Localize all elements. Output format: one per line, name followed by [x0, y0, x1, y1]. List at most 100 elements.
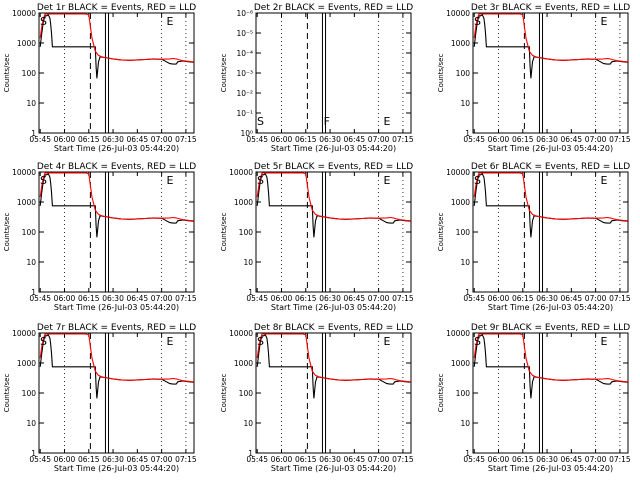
y-axis-label: Counts/sec	[3, 54, 11, 93]
x-tick-label: 05:45	[29, 135, 51, 144]
y-tick-label: 10	[26, 258, 36, 267]
x-tick-label: 07:15	[392, 294, 414, 303]
y-tick-label: 10⁰	[240, 129, 253, 138]
annotation-s: S	[40, 335, 47, 348]
annotation-s: S	[257, 174, 264, 187]
plot-frame	[255, 171, 412, 293]
y-tick-label: 10000	[12, 329, 36, 338]
series-lld-line	[473, 13, 629, 63]
y-tick-label: 1000	[451, 359, 470, 368]
x-tick-label: 07:15	[609, 135, 631, 144]
x-tick-label: 05:45	[463, 294, 485, 303]
x-tick-label: 06:00	[271, 294, 293, 303]
x-tick-label: 06:30	[102, 135, 124, 144]
x-tick-label: 05:45	[246, 135, 268, 144]
y-tick-label: 1	[31, 129, 36, 138]
x-tick-label: 07:15	[392, 135, 414, 144]
x-axis-label: Start Time (26-Jul-03 05:44:20)	[271, 144, 396, 153]
x-axis-label: Start Time (26-Jul-03 05:44:20)	[488, 303, 613, 312]
y-tick-label: 1	[31, 449, 36, 458]
panel-title: Det 9r BLACK = Events, RED = LLD	[471, 323, 630, 333]
y-tick-label: 10	[460, 258, 470, 267]
panel-title: Det 8r BLACK = Events, RED = LLD	[254, 323, 413, 333]
y-tick-label: 100	[239, 228, 254, 237]
y-tick-label: 10	[243, 419, 253, 428]
x-tick-label: 06:00	[54, 294, 76, 303]
y-tick-label: 100	[456, 228, 471, 237]
panel-title: Det 6r BLACK = Events, RED = LLD	[471, 162, 630, 172]
y-tick-label: 100	[22, 389, 37, 398]
x-tick-label: 07:00	[151, 294, 173, 303]
y-tick-label: 1	[465, 288, 470, 297]
annotation-e: E	[166, 174, 173, 187]
x-tick-label: 06:45	[344, 294, 366, 303]
x-tick-label: 06:45	[561, 455, 583, 464]
x-tick-label: 06:15	[512, 135, 534, 144]
y-tick-label: 10000	[446, 9, 470, 18]
x-tick-label: 07:00	[151, 135, 173, 144]
x-tick-label: 06:00	[271, 135, 293, 144]
y-tick-label: 10⁻⁴	[236, 49, 253, 58]
series-lld-line	[256, 333, 412, 383]
annotation-e: E	[166, 15, 173, 28]
plot-frame	[38, 171, 195, 293]
x-tick-label: 06:45	[127, 455, 149, 464]
x-tick-label: 06:45	[127, 135, 149, 144]
annotation-s: S	[474, 174, 481, 187]
annotation-e: E	[600, 335, 607, 348]
y-tick-label: 100	[456, 69, 471, 78]
y-tick-label: 10000	[12, 168, 36, 177]
x-tick-label: 07:15	[175, 135, 197, 144]
plot-frame	[255, 332, 412, 454]
y-tick-label: 10⁻⁵	[236, 29, 253, 38]
y-tick-label: 10	[460, 419, 470, 428]
y-tick-label: 1	[31, 288, 36, 297]
y-axis-label: Counts/sec	[437, 54, 445, 93]
y-tick-label: 1	[248, 288, 253, 297]
annotation-s: S	[474, 15, 481, 28]
y-tick-label: 10	[243, 258, 253, 267]
plot-frame	[472, 171, 629, 293]
x-tick-label: 06:15	[295, 135, 317, 144]
x-tick-label: 06:30	[536, 294, 558, 303]
y-axis-label: Counts/sec	[3, 213, 11, 252]
series-lld-line	[473, 172, 629, 222]
y-tick-label: 100	[239, 389, 254, 398]
panel-title: Det 5r BLACK = Events, RED = LLD	[254, 162, 413, 172]
x-tick-label: 07:15	[392, 455, 414, 464]
series-lld-line	[39, 13, 195, 63]
series-lld-line	[473, 333, 629, 383]
x-tick-label: 07:00	[585, 294, 607, 303]
y-tick-label: 10⁻³	[236, 69, 253, 78]
x-tick-label: 06:00	[54, 455, 76, 464]
panel-title: Det 1r BLACK = Events, RED = LLD	[37, 3, 196, 13]
x-axis-label: Start Time (26-Jul-03 05:44:20)	[54, 144, 179, 153]
x-tick-label: 06:15	[512, 455, 534, 464]
annotation-e: E	[383, 115, 390, 128]
y-tick-label: 1000	[17, 198, 36, 207]
y-tick-label: 100	[22, 228, 37, 237]
x-axis-label: Start Time (26-Jul-03 05:44:20)	[271, 303, 396, 312]
x-tick-label: 07:15	[609, 455, 631, 464]
y-tick-label: 10⁻⁶	[236, 9, 253, 18]
x-tick-label: 05:45	[246, 455, 268, 464]
x-tick-label: 06:00	[488, 455, 510, 464]
y-tick-label: 10000	[229, 168, 253, 177]
y-tick-label: 1000	[234, 359, 253, 368]
x-tick-label: 07:00	[585, 455, 607, 464]
y-tick-label: 10000	[229, 329, 253, 338]
y-axis-label: Counts/sec	[3, 374, 11, 413]
annotation-s: S	[40, 15, 47, 28]
x-tick-label: 06:45	[127, 294, 149, 303]
annotation-s: S	[257, 115, 264, 128]
x-tick-label: 06:00	[54, 135, 76, 144]
x-tick-label: 06:15	[78, 135, 100, 144]
y-tick-label: 1000	[451, 39, 470, 48]
y-tick-label: 10000	[446, 329, 470, 338]
annotation-e: E	[383, 174, 390, 187]
y-tick-label: 1	[465, 449, 470, 458]
